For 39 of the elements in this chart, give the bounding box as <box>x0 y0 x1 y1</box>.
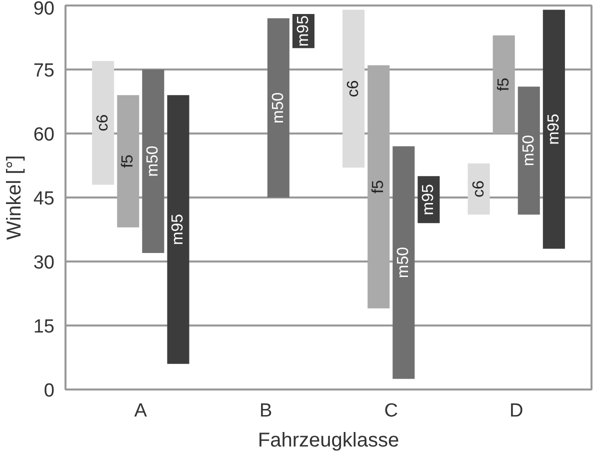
x-tick-label: D <box>509 400 524 422</box>
y-tick-label: 15 <box>33 316 55 338</box>
bar <box>142 70 164 253</box>
text: m95 <box>170 214 187 246</box>
text: f5 <box>495 78 512 92</box>
x-tick-label: A <box>134 400 148 422</box>
bar <box>267 18 290 198</box>
bar <box>468 163 490 215</box>
text: f5 <box>370 180 388 194</box>
bar <box>167 95 190 364</box>
y-tick-label: 0 <box>44 380 55 402</box>
series-label: m50 <box>144 146 162 177</box>
bar <box>518 86 540 215</box>
y-tick-label: 90 <box>33 0 55 20</box>
bar <box>117 95 140 228</box>
bar <box>392 146 415 379</box>
series-label: f5 <box>120 154 137 168</box>
bar <box>92 60 114 185</box>
series-label: c6 <box>345 80 362 98</box>
y-tick-label: 60 <box>33 124 55 146</box>
y-tick-label: 30 <box>33 252 55 274</box>
x-tick-label: B <box>260 400 272 422</box>
text: c6 <box>94 114 112 132</box>
text: m95 <box>545 114 562 145</box>
series-label: m95 <box>294 15 312 47</box>
text: m50 <box>395 247 412 278</box>
text: m95 <box>420 184 438 216</box>
bar <box>342 10 365 168</box>
bar <box>368 65 390 308</box>
y-axis-title: Winkel [°] <box>3 155 26 240</box>
text: c6 <box>470 180 488 198</box>
y-tick-label: 45 <box>33 188 55 210</box>
x-tick-label: C <box>384 400 398 422</box>
y-tick-label: 75 <box>33 60 55 82</box>
x-axis-title: Fahrzeugklasse <box>258 430 400 452</box>
text: m50 <box>270 92 287 124</box>
bar <box>492 35 515 134</box>
bar <box>542 10 565 249</box>
text: m50 <box>520 135 538 166</box>
